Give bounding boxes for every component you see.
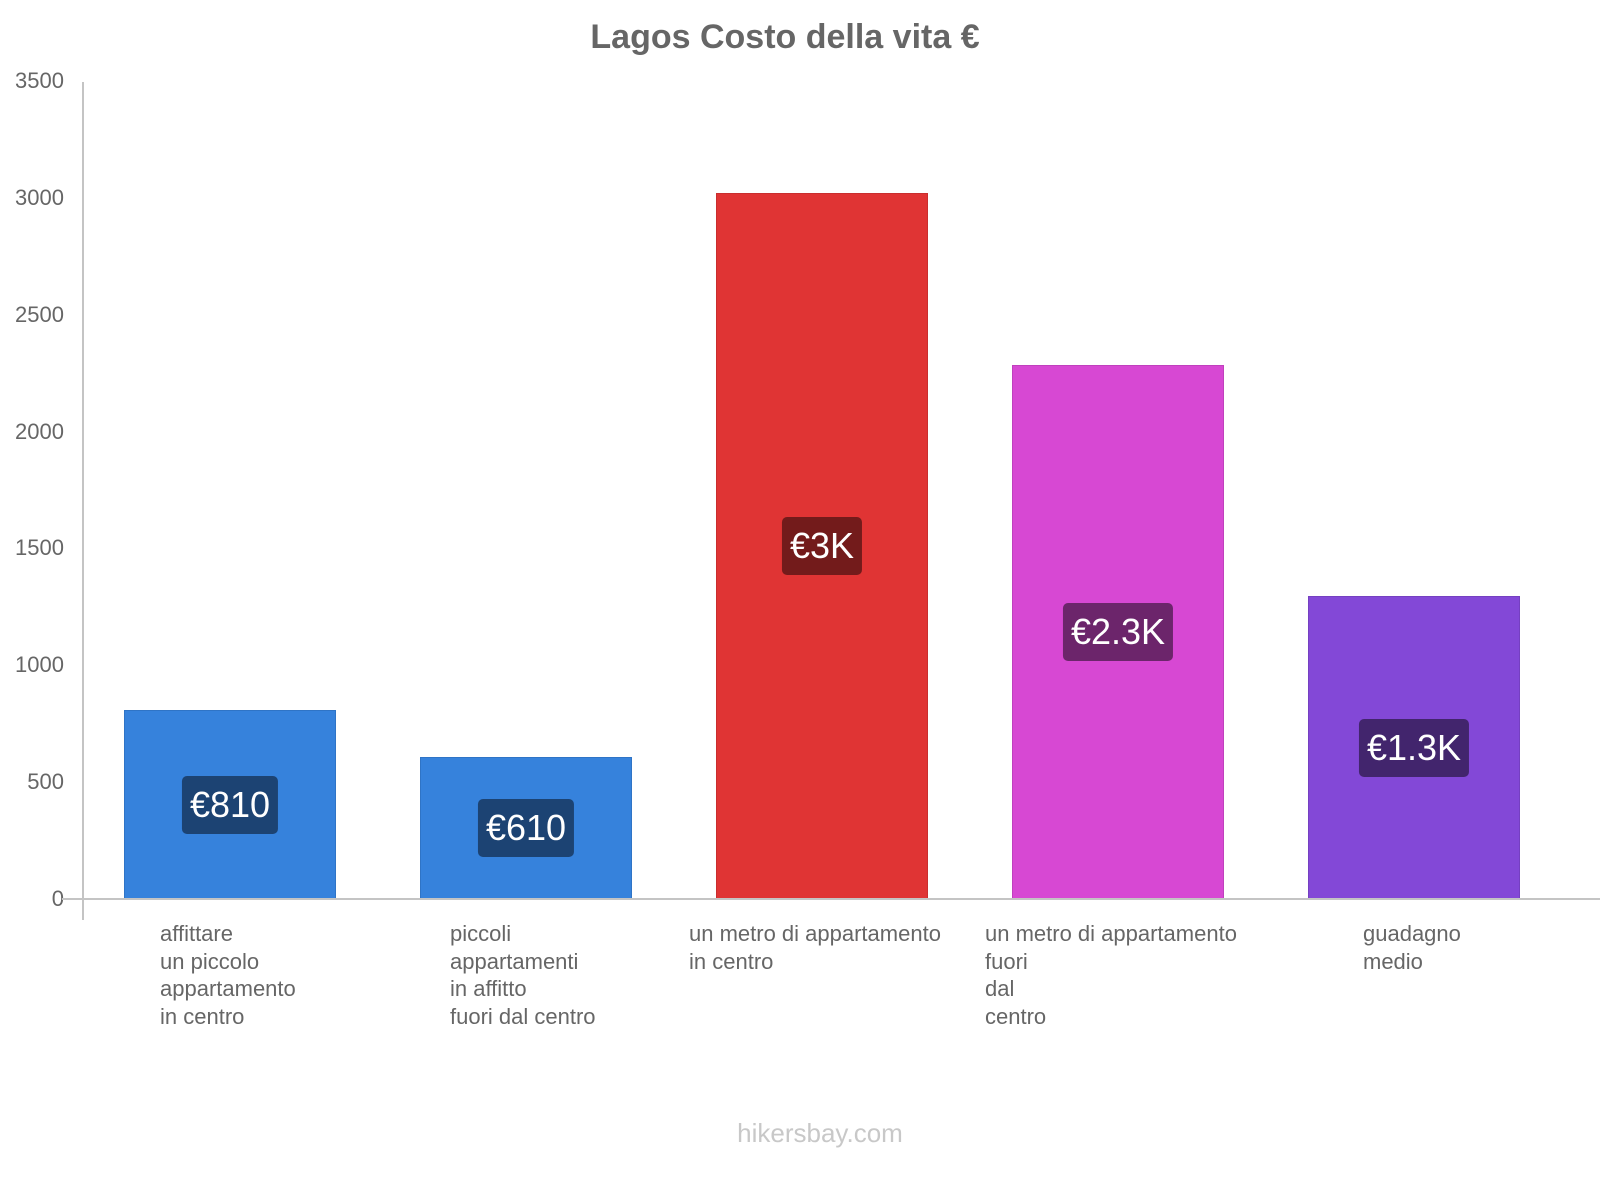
x-category-label: un metro di appartamento fuori dal centr… <box>985 921 1237 1029</box>
bar-small-apartments-outside-center[interactable]: €610 <box>420 757 632 899</box>
bar-value-label: €2.3K <box>1062 603 1174 661</box>
y-tick-label: 1500 <box>15 535 64 560</box>
y-tick-label: 3500 <box>15 68 64 93</box>
x-category-label: affittare un piccolo appartamento in cen… <box>160 921 296 1029</box>
x-category-label: guadagno medio <box>1363 921 1461 974</box>
y-axis-line <box>82 82 84 920</box>
x-axis-line <box>62 898 1600 900</box>
bar-value-label: €1.3K <box>1358 718 1470 777</box>
x-category-label: piccoli appartamenti in affitto fuori da… <box>450 921 596 1029</box>
y-tick-label: 0 <box>51 886 64 911</box>
bar-sqm-apartment-center[interactable]: €3K <box>716 193 928 899</box>
y-tick-label: 500 <box>27 769 64 794</box>
x-category-label: un metro di appartamento in centro <box>689 921 941 974</box>
chart-title: Lagos Costo della vita € <box>590 18 980 56</box>
y-tick-label: 1000 <box>15 652 64 677</box>
bar-value-label: €610 <box>477 799 575 857</box>
bar-sqm-apartment-outside-center[interactable]: €2.3K <box>1012 365 1224 899</box>
bar-value-label: €3K <box>781 517 863 575</box>
bar-average-salary[interactable]: €1.3K <box>1308 596 1520 899</box>
y-tick-label: 2000 <box>15 419 64 444</box>
bar-value-label: €810 <box>181 775 279 834</box>
y-tick-label: 2500 <box>15 302 64 327</box>
bar-rent-small-apartment-center[interactable]: €810 <box>124 710 336 899</box>
y-tick-label: 3000 <box>15 185 64 210</box>
watermark: hikersbay.com <box>737 1118 903 1148</box>
